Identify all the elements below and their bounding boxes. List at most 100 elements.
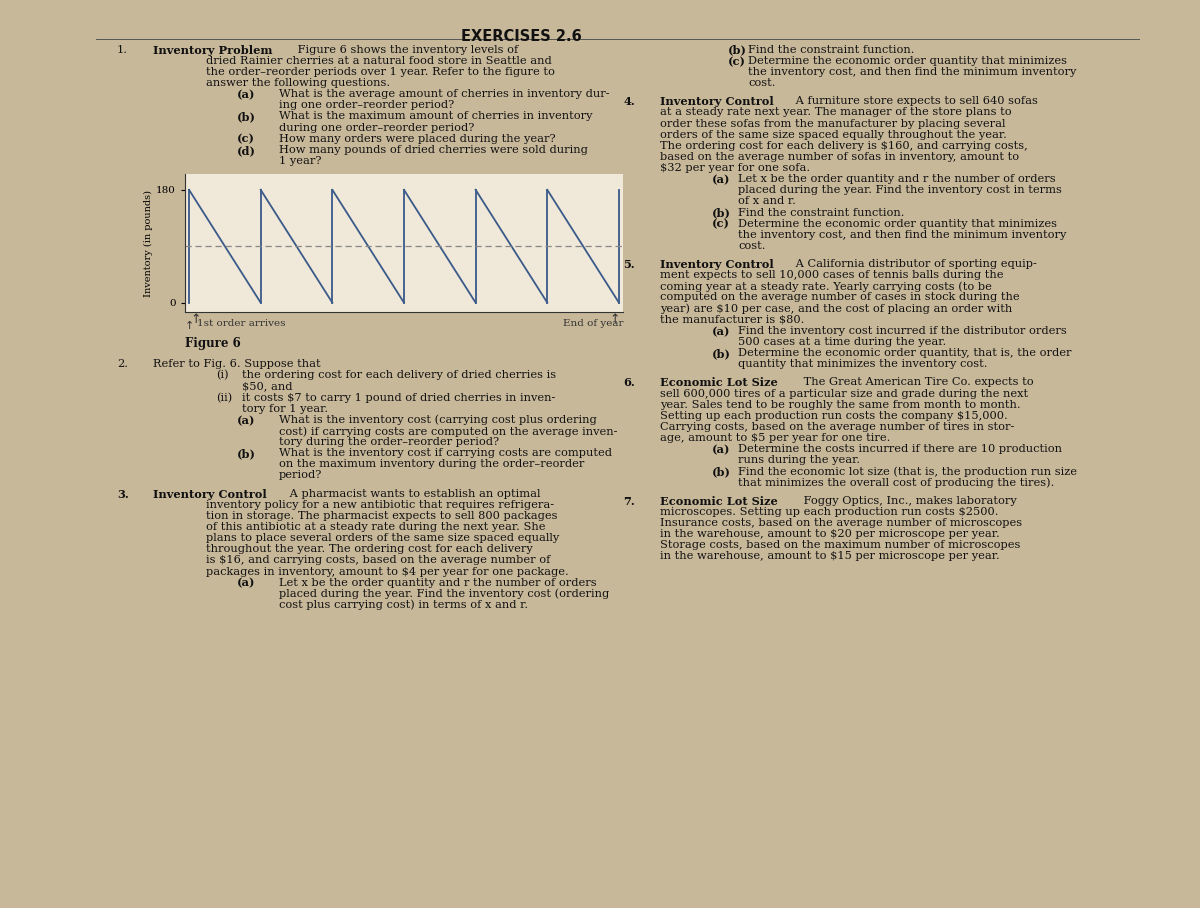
Text: (a): (a) [236,89,256,100]
Text: Carrying costs, based on the average number of tires in stor-: Carrying costs, based on the average num… [660,422,1014,432]
Text: in the warehouse, amount to $15 per microscope per year.: in the warehouse, amount to $15 per micr… [660,551,1000,561]
Text: sell 600,000 tires of a particular size and grade during the next: sell 600,000 tires of a particular size … [660,389,1028,399]
Text: Storage costs, based on the maximum number of microscopes: Storage costs, based on the maximum numb… [660,540,1020,550]
Text: (c): (c) [712,219,730,230]
Text: How many orders were placed during the year?: How many orders were placed during the y… [278,133,556,143]
Text: cost.: cost. [738,241,766,251]
Text: Determine the economic order quantity that minimizes: Determine the economic order quantity th… [738,219,1057,229]
Text: (a): (a) [712,444,731,455]
Text: Find the constraint function.: Find the constraint function. [738,208,905,218]
Text: Inventory Control: Inventory Control [154,489,268,499]
Text: based on the average number of sofas in inventory, amount to: based on the average number of sofas in … [660,152,1019,162]
Text: Refer to Fig. 6. Suppose that: Refer to Fig. 6. Suppose that [154,360,322,370]
Text: (b): (b) [712,208,731,219]
Text: $32 per year for one sofa.: $32 per year for one sofa. [660,163,810,173]
Text: computed on the average number of cases in stock during the: computed on the average number of cases … [660,292,1019,302]
Text: (a): (a) [712,326,731,337]
Text: the inventory cost, and then find the minimum inventory: the inventory cost, and then find the mi… [738,230,1067,240]
Text: 3.: 3. [116,489,128,499]
Text: Setting up each production run costs the company $15,000.: Setting up each production run costs the… [660,410,1008,420]
Text: (b): (b) [712,348,731,359]
Text: quantity that minimizes the inventory cost.: quantity that minimizes the inventory co… [738,360,988,370]
Text: Inventory Control: Inventory Control [660,96,774,107]
Text: (c): (c) [236,133,254,144]
Text: ment expects to sell 10,000 cases of tennis balls during the: ment expects to sell 10,000 cases of ten… [660,271,1003,281]
Text: (b): (b) [236,449,256,459]
Text: at a steady rate next year. The manager of the store plans to: at a steady rate next year. The manager … [660,107,1012,117]
Text: (c): (c) [727,55,745,67]
Y-axis label: Inventory (in pounds): Inventory (in pounds) [144,190,154,297]
Text: on the maximum inventory during the order–reorder: on the maximum inventory during the orde… [278,459,584,469]
Text: tory during the order–reorder period?: tory during the order–reorder period? [278,437,499,447]
Text: Insurance costs, based on the average number of microscopes: Insurance costs, based on the average nu… [660,518,1022,528]
Text: it costs $7 to carry 1 pound of dried cherries in inven-: it costs $7 to carry 1 pound of dried ch… [242,392,556,402]
Text: (b): (b) [712,467,731,478]
Text: A pharmacist wants to establish an optimal: A pharmacist wants to establish an optim… [286,489,540,498]
Text: of x and r.: of x and r. [738,196,796,206]
Text: ↑: ↑ [191,313,202,326]
Text: age, amount to $5 per year for one tire.: age, amount to $5 per year for one tire. [660,433,890,443]
Text: the order–reorder periods over 1 year. Refer to the figure to: the order–reorder periods over 1 year. R… [205,67,554,77]
Text: How many pounds of dried cherries were sold during: How many pounds of dried cherries were s… [278,144,588,154]
Text: is $16, and carrying costs, based on the average number of: is $16, and carrying costs, based on the… [205,556,550,566]
Text: runs during the year.: runs during the year. [738,455,860,465]
Text: tion in storage. The pharmacist expects to sell 800 packages: tion in storage. The pharmacist expects … [205,511,557,521]
Text: The ordering cost for each delivery is $160, and carrying costs,: The ordering cost for each delivery is $… [660,141,1027,151]
Text: (d): (d) [236,144,256,156]
Text: 5.: 5. [623,259,635,270]
Text: (i): (i) [216,370,229,380]
Text: A furniture store expects to sell 640 sofas: A furniture store expects to sell 640 so… [792,96,1038,106]
Text: What is the maximum amount of cherries in inventory: What is the maximum amount of cherries i… [278,112,593,122]
Text: Inventory Problem: Inventory Problem [154,44,272,55]
Text: microscopes. Setting up each production run costs $2500.: microscopes. Setting up each production … [660,507,998,517]
Text: 500 cases at a time during the year.: 500 cases at a time during the year. [738,337,947,347]
Text: ing one order–reorder period?: ing one order–reorder period? [278,100,454,110]
Text: 7.: 7. [623,496,635,507]
Text: coming year at a steady rate. Yearly carrying costs (to be: coming year at a steady rate. Yearly car… [660,281,991,292]
Text: What is the inventory cost if carrying costs are computed: What is the inventory cost if carrying c… [278,449,612,459]
Text: dried Rainier cherries at a natural food store in Seattle and: dried Rainier cherries at a natural food… [205,55,551,65]
Text: ↑: ↑ [185,321,194,331]
Text: Find the constraint function.: Find the constraint function. [749,44,916,54]
Text: during one order–reorder period?: during one order–reorder period? [278,123,474,133]
Text: tory for 1 year.: tory for 1 year. [242,404,329,414]
Text: 1st order arrives: 1st order arrives [197,320,286,329]
Text: $50, and: $50, and [242,381,293,391]
Text: Economic Lot Size: Economic Lot Size [660,378,778,389]
Text: the inventory cost, and then find the minimum inventory: the inventory cost, and then find the mi… [749,67,1076,77]
Text: What is the inventory cost (carrying cost plus ordering: What is the inventory cost (carrying cos… [278,415,596,426]
Text: inventory policy for a new antibiotic that requires refrigera-: inventory policy for a new antibiotic th… [205,499,553,509]
Text: order these sofas from the manufacturer by placing several: order these sofas from the manufacturer … [660,119,1006,129]
Text: 6.: 6. [623,378,635,389]
Text: A California distributor of sporting equip-: A California distributor of sporting equ… [792,259,1037,269]
Text: the manufacturer is $80.: the manufacturer is $80. [660,315,804,325]
Text: (a): (a) [236,415,256,426]
Text: ↑: ↑ [610,313,619,326]
Text: Determine the costs incurred if there are 10 production: Determine the costs incurred if there ar… [738,444,1062,454]
Text: (a): (a) [236,577,256,588]
Text: the ordering cost for each delivery of dried cherries is: the ordering cost for each delivery of d… [242,370,557,380]
Text: plans to place several orders of the same size spaced equally: plans to place several orders of the sam… [205,533,559,543]
Text: EXERCISES 2.6: EXERCISES 2.6 [461,29,582,44]
Text: End of year: End of year [563,320,623,329]
Text: 1 year?: 1 year? [278,156,322,166]
Text: year. Sales tend to be roughly the same from month to month.: year. Sales tend to be roughly the same … [660,400,1020,410]
Text: year) are $10 per case, and the cost of placing an order with: year) are $10 per case, and the cost of … [660,303,1012,314]
Text: Figure 6 shows the inventory levels of: Figure 6 shows the inventory levels of [294,44,518,54]
Text: cost.: cost. [749,78,776,88]
Text: Foggy Optics, Inc., makes laboratory: Foggy Optics, Inc., makes laboratory [799,496,1016,506]
Text: answer the following questions.: answer the following questions. [205,78,390,88]
Text: period?: period? [278,470,322,480]
Text: in the warehouse, amount to $20 per microscope per year.: in the warehouse, amount to $20 per micr… [660,529,1000,539]
Text: that minimizes the overall cost of producing the tires).: that minimizes the overall cost of produ… [738,478,1055,489]
Text: (b): (b) [727,44,746,55]
Text: The Great American Tire Co. expects to: The Great American Tire Co. expects to [799,378,1033,388]
Text: throughout the year. The ordering cost for each delivery: throughout the year. The ordering cost f… [205,544,533,554]
Text: Find the inventory cost incurred if the distributor orders: Find the inventory cost incurred if the … [738,326,1067,336]
Text: What is the average amount of cherries in inventory dur-: What is the average amount of cherries i… [278,89,610,99]
Text: placed during the year. Find the inventory cost (ordering: placed during the year. Find the invento… [278,588,608,599]
Text: Inventory Control: Inventory Control [660,259,774,270]
Text: (a): (a) [712,174,731,185]
Text: 4.: 4. [623,96,635,107]
Text: (b): (b) [236,112,256,123]
